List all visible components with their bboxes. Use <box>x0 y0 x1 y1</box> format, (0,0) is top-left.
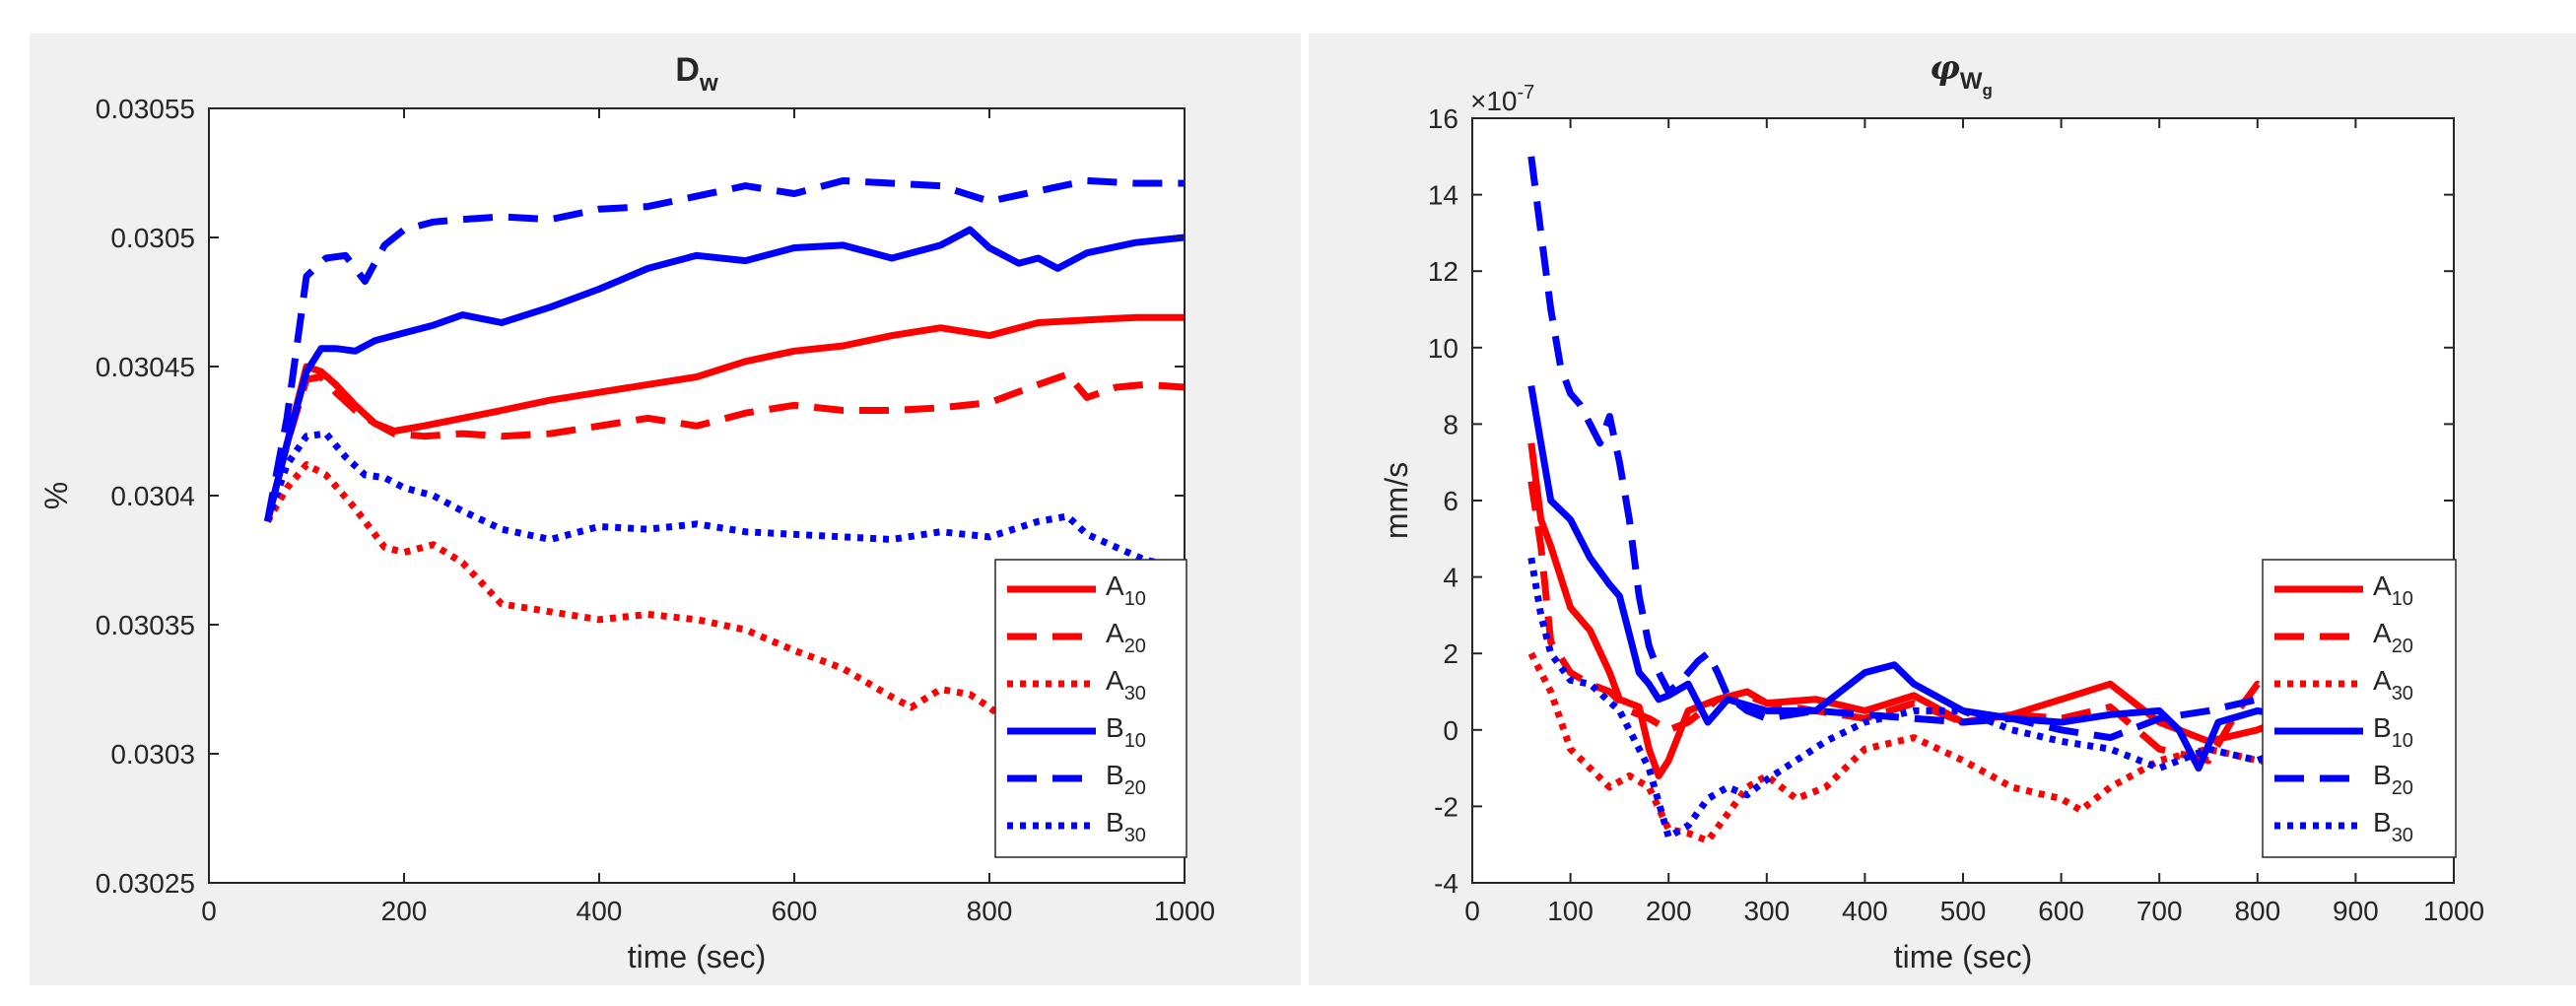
series-line-a10-solid <box>264 313 1185 523</box>
x-tick-label: 600 <box>2038 896 2084 926</box>
axis-exponent-power: -7 <box>1518 82 1535 103</box>
y-tick-label: 2 <box>1443 638 1458 669</box>
x-tick-label: 600 <box>772 896 818 926</box>
x-tick-label: 100 <box>1547 896 1593 926</box>
legend-label-b10: B10 <box>2373 712 2413 752</box>
legend-box <box>994 559 1187 858</box>
x-tick-label: 800 <box>967 896 1013 926</box>
legend-label-a10: A10 <box>2373 570 2413 610</box>
y-tick-label: 4 <box>1443 563 1458 593</box>
y-ticks: 0.03025 0.0303 0.03035 0.0304 0.03045 0.0305 0… <box>96 94 1185 899</box>
chart-title-subscript: w <box>699 70 718 97</box>
chart-title: φWg <box>1930 48 1993 100</box>
y-tick-label: 0.0305 <box>110 223 195 253</box>
series-line-a20-dashed <box>1527 481 2454 765</box>
y-tick-label: 0.0304 <box>110 481 195 511</box>
y-tick-label: 0.03045 <box>96 352 195 382</box>
x-tick-label: 1000 <box>1154 896 1215 926</box>
chart-phi-wg: 0 100 200 300 400 500 600 700 800 900 1000 -4 -2 0 2 4… <box>1379 48 2484 974</box>
y-tick-label: 16 <box>1428 103 1458 134</box>
legend-label-a30: A30 <box>1106 665 1146 704</box>
series-lines <box>1527 156 2454 844</box>
legend-label-a10: A10 <box>1106 570 1146 610</box>
y-ticks: -4 -2 0 2 4 6 8 10 12 14 16 <box>1428 103 2454 899</box>
legend-label-a30: A30 <box>2373 665 2413 704</box>
y-tick-label: 0.03025 <box>96 868 195 899</box>
legend-label-a20: A20 <box>1106 618 1146 657</box>
legend-label-a20: A20 <box>2373 618 2413 657</box>
y-tick-label: -2 <box>1434 791 1458 822</box>
chart-title-subscript: W <box>1960 68 1983 95</box>
axis-exponent-base: ×10 <box>1470 86 1518 116</box>
series-line-b10-solid <box>1527 385 2454 772</box>
x-tick-label: 500 <box>1940 896 1987 926</box>
series-lines <box>263 176 1185 788</box>
chart-title-main: D <box>675 51 700 89</box>
x-tick-label: 200 <box>381 896 428 926</box>
x-axis-label: time (sec) <box>1894 939 2032 974</box>
legend: A10 A20 A30 B10 B20 B30 <box>994 559 1187 858</box>
chart-title: Dw <box>675 51 718 97</box>
y-tick-label: 0.0303 <box>110 739 195 770</box>
y-tick-label: -4 <box>1434 868 1458 899</box>
series-line-b20-dashed <box>1527 156 2454 742</box>
chart-title-subsubscript: g <box>1983 81 1993 100</box>
x-tick-label: 800 <box>2234 896 2280 926</box>
y-tick-label: 8 <box>1443 409 1458 439</box>
legend-label-b20: B20 <box>2373 760 2413 799</box>
x-tick-label: 300 <box>1743 896 1790 926</box>
series-line-a20-dashed <box>264 370 1185 523</box>
y-tick-label: 0 <box>1443 715 1458 746</box>
chart-title-main: φ <box>1930 48 1960 88</box>
legend: A10 A20 A30 B10 B20 B30 <box>2262 559 2457 858</box>
series-line-a30-dotted <box>264 461 1185 788</box>
axis-exponent: ×10-7 <box>1470 82 1534 116</box>
x-axis-label: time (sec) <box>628 939 766 974</box>
x-tick-label: 1000 <box>2423 896 2484 926</box>
legend-label-b10: B10 <box>1106 712 1146 752</box>
legend-label-b30: B30 <box>2373 807 2413 846</box>
x-tick-label: 700 <box>2136 896 2183 926</box>
y-axis-label: mm/s <box>1379 462 1414 539</box>
x-ticks: 0 100 200 300 400 500 600 700 800 900 1000 <box>1464 118 2484 926</box>
y-tick-label: 12 <box>1428 256 1458 287</box>
y-tick-label: 6 <box>1443 486 1458 516</box>
series-line-b20-dashed <box>263 176 1185 522</box>
legend-label-b20: B20 <box>1106 760 1146 799</box>
x-tick-label: 0 <box>1464 896 1480 926</box>
x-tick-label: 200 <box>1646 896 1692 926</box>
x-tick-label: 400 <box>576 896 623 926</box>
x-ticks: 0 200 400 600 800 1000 <box>201 108 1215 926</box>
series-line-b10-solid <box>264 226 1185 523</box>
x-tick-label: 0 <box>201 896 217 926</box>
y-tick-label: 10 <box>1428 333 1458 364</box>
legend-label-b30: B30 <box>1106 807 1146 846</box>
series-line-b30-dotted <box>1527 557 2454 840</box>
y-axis-label: % <box>38 482 74 509</box>
x-tick-label: 900 <box>2333 896 2379 926</box>
x-tick-label: 400 <box>1842 896 1888 926</box>
legend-box <box>2262 559 2457 858</box>
y-tick-label: 14 <box>1428 180 1458 211</box>
chart-dw: 0 200 400 600 800 1000 0.030250.03030.030350.… <box>38 51 1215 974</box>
y-tick-label: 0.03055 <box>96 94 195 124</box>
y-tick-label: 0.03035 <box>96 610 195 640</box>
